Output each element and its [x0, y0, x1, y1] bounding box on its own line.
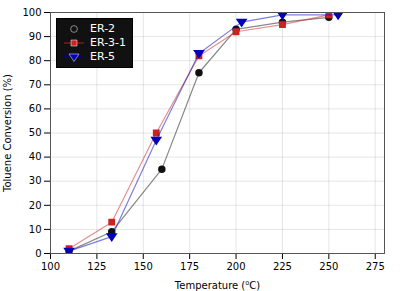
svg-text:200: 200 [227, 261, 246, 272]
svg-text:30: 30 [29, 175, 42, 186]
svg-text:Temperature (⁰C): Temperature (⁰C) [174, 280, 260, 291]
svg-text:275: 275 [366, 261, 385, 272]
svg-text:0: 0 [35, 248, 41, 259]
svg-text:250: 250 [319, 261, 338, 272]
svg-text:40: 40 [29, 151, 42, 162]
svg-text:100: 100 [41, 261, 60, 272]
html-text:ER-5: ER-5 [90, 50, 116, 63]
svg-text:60: 60 [29, 103, 42, 114]
html-text:ER-3-1: ER-3-1 [90, 36, 127, 49]
svg-text:10: 10 [29, 224, 42, 235]
svg-text:100: 100 [22, 7, 41, 18]
svg-text:Toluene Conversion (%): Toluene Conversion (%) [2, 74, 13, 193]
svg-text:125: 125 [87, 261, 106, 272]
svg-text:70: 70 [29, 79, 42, 90]
svg-text:50: 50 [29, 127, 42, 138]
svg-text:80: 80 [29, 55, 42, 66]
svg-text:175: 175 [180, 261, 199, 272]
svg-text:20: 20 [29, 200, 42, 211]
html-text:ER-2: ER-2 [90, 22, 116, 35]
svg-text:225: 225 [273, 261, 292, 272]
svg-text:90: 90 [29, 31, 42, 42]
svg-text:150: 150 [134, 261, 153, 272]
